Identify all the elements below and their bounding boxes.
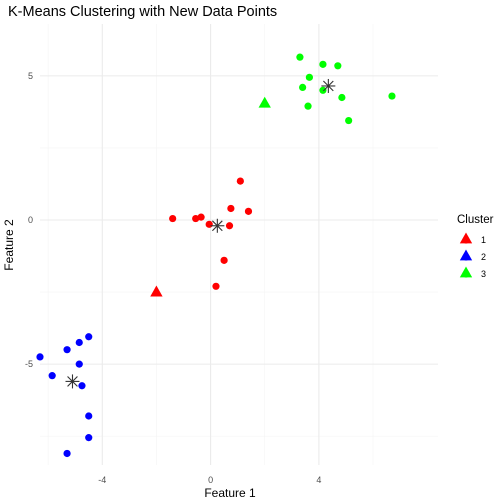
x-axis-label: Feature 1 xyxy=(204,486,256,500)
cluster-3-point xyxy=(338,93,346,102)
y-axis-label: Feature 2 xyxy=(2,219,16,271)
cluster-3-point xyxy=(296,53,304,61)
cluster-3-point xyxy=(345,116,353,125)
cluster-2-point xyxy=(36,353,44,361)
new-point-cluster-3 xyxy=(258,96,271,108)
cluster-1-point xyxy=(192,214,200,223)
centroid-marker xyxy=(65,374,80,389)
cluster-1-point xyxy=(169,214,177,223)
centroid-stroke xyxy=(323,80,334,92)
y-tick-label: 0 xyxy=(28,215,33,225)
centroid-layer xyxy=(65,78,336,389)
cluster-1-point xyxy=(225,222,234,230)
cluster-1-point xyxy=(212,282,220,290)
legend: Cluster 1 2 3 xyxy=(457,214,494,279)
cluster-2-point xyxy=(75,360,83,368)
legend-title: Cluster xyxy=(457,214,494,226)
cluster-3-point xyxy=(319,86,327,94)
point-layer xyxy=(36,53,396,458)
legend-label-3: 3 xyxy=(481,269,486,279)
cluster-1-point xyxy=(227,204,235,213)
cluster-1-point xyxy=(236,177,244,185)
cluster-3-point xyxy=(299,83,307,92)
cluster-1-point xyxy=(205,220,213,228)
cluster-2-point xyxy=(85,434,93,442)
legend-key-dot-1 xyxy=(462,236,470,244)
y-tick-label: -5 xyxy=(25,359,33,369)
centroid-marker xyxy=(321,78,336,93)
cluster-1-point xyxy=(197,213,205,221)
x-tick-label: 0 xyxy=(208,475,213,485)
cluster-2-point xyxy=(63,449,71,458)
legend-key-dot-3 xyxy=(462,270,470,278)
cluster-3-point xyxy=(304,102,312,110)
legend-label-1: 1 xyxy=(481,235,486,245)
cluster-2-point xyxy=(85,412,93,420)
cluster-2-point xyxy=(85,333,93,341)
cluster-1-point xyxy=(220,256,228,264)
chart-title: K-Means Clustering with New Data Points xyxy=(8,4,277,20)
cluster-2-point xyxy=(63,346,71,354)
centroid-stroke xyxy=(67,376,78,387)
cluster-1-point xyxy=(244,207,253,215)
cluster-2-point xyxy=(75,338,83,347)
cluster-2-point xyxy=(48,372,56,380)
cluster-3-point xyxy=(388,92,396,100)
new-point-cluster-1 xyxy=(150,285,163,297)
legend-key-dot-2 xyxy=(462,253,470,261)
cluster-3-point xyxy=(305,73,313,81)
tick-layer: -4 0 4 -5 0 5 xyxy=(25,71,321,485)
x-tick-label: 4 xyxy=(316,475,321,485)
cluster-3-point xyxy=(334,62,342,70)
cluster-3-point xyxy=(319,60,327,68)
x-tick-label: -4 xyxy=(98,475,106,485)
cluster-2-point xyxy=(78,382,86,390)
legend-label-2: 2 xyxy=(481,252,486,262)
y-tick-label: 5 xyxy=(28,71,33,81)
centroid-stroke xyxy=(212,220,223,232)
centroid-marker xyxy=(210,218,225,233)
